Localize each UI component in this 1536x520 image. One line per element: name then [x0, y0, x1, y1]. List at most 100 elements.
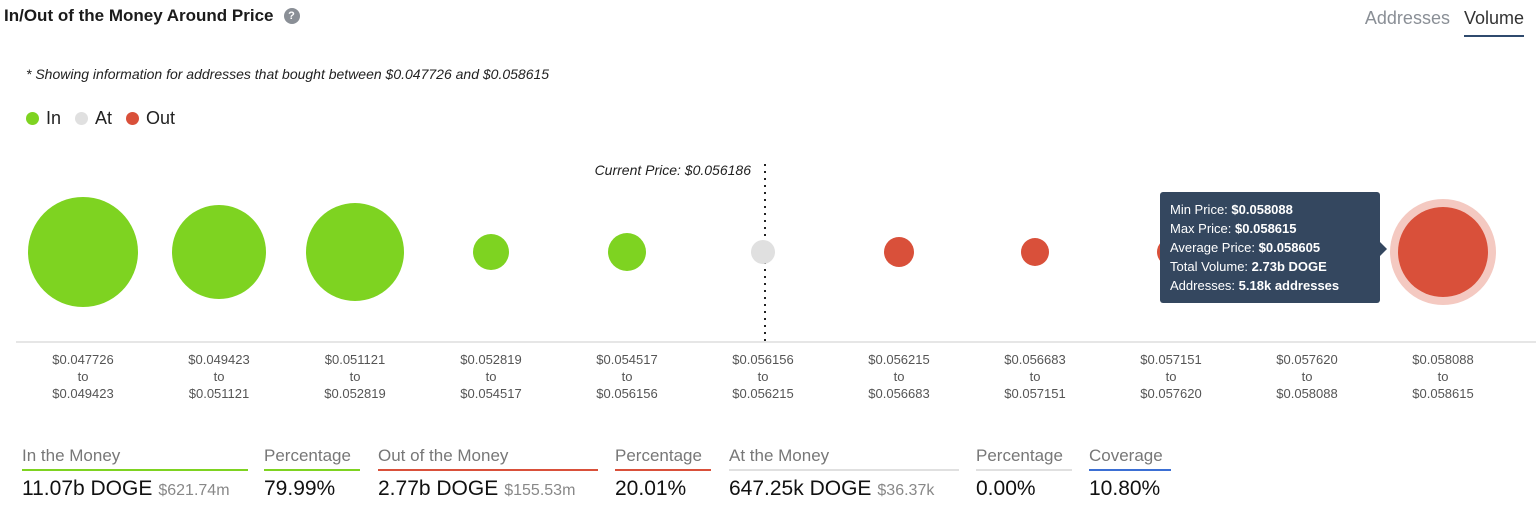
legend: In At Out: [26, 108, 175, 129]
stat-value: 2.77b DOGE $155.53m: [378, 477, 576, 500]
range-to: $0.057151: [1004, 386, 1066, 401]
range-from: $0.054517: [596, 352, 658, 367]
legend-label: Out: [146, 108, 176, 128]
range-to-word: to: [757, 369, 769, 384]
stat-value: 0.00%: [976, 477, 1036, 500]
stat-label: At the Money: [729, 446, 959, 471]
legend-in[interactable]: In: [26, 108, 61, 129]
range-from: $0.056683: [1004, 352, 1066, 367]
range-to: $0.057620: [1140, 386, 1202, 401]
bubble-in[interactable]: [172, 205, 266, 299]
stat-label: Percentage: [615, 446, 711, 471]
range-label: $0.056156 to $0.056215: [695, 351, 831, 402]
question-circle-icon[interactable]: ?: [283, 8, 300, 24]
stat-value: 647.25k DOGE $36.37k: [729, 477, 935, 500]
bubble-out[interactable]: [1021, 238, 1049, 266]
range-to: $0.056156: [596, 386, 658, 401]
range-to-word: to: [485, 369, 497, 384]
stat-label: Out of the Money: [378, 446, 598, 471]
tooltip-max: Max Price: $0.058615: [1170, 221, 1297, 236]
stat-usd: $36.37k: [877, 482, 935, 499]
range-label: $0.047726 to $0.049423: [15, 351, 151, 402]
tooltip-volume: Total Volume: 2.73b DOGE: [1170, 259, 1327, 274]
range-to-word: to: [77, 369, 89, 384]
tooltip-addresses: Addresses: 5.18k addresses: [1170, 278, 1340, 293]
range-label: $0.057620 to $0.058088: [1239, 351, 1375, 402]
tooltip-avg: Average Price: $0.058605: [1170, 240, 1321, 255]
stat-value: 11.07b DOGE $621.74m: [22, 477, 230, 500]
legend-label: At: [95, 108, 113, 128]
bubble-at[interactable]: [751, 240, 775, 264]
stat-value: 10.80%: [1089, 477, 1161, 500]
stat-usd: $155.53m: [504, 482, 576, 499]
stat-label: Percentage: [264, 446, 360, 471]
range-to-word: to: [1165, 369, 1177, 384]
stat-label: In the Money: [22, 446, 248, 471]
stat-5: Percentage 0.00%: [976, 446, 1072, 501]
range-to-word: to: [621, 369, 633, 384]
range-label: $0.052819 to $0.054517: [423, 351, 559, 402]
range-label: $0.051121 to $0.052819: [287, 351, 423, 402]
bubble-in[interactable]: [473, 234, 509, 270]
range-to-word: to: [1301, 369, 1313, 384]
range-from: $0.057151: [1140, 352, 1202, 367]
range-from: $0.057620: [1276, 352, 1338, 367]
tooltip-min: Min Price: $0.058088: [1170, 202, 1293, 217]
legend-at[interactable]: At: [75, 108, 112, 129]
range-to-word: to: [213, 369, 225, 384]
stat-2: Out of the Money 2.77b DOGE $155.53m: [378, 446, 598, 501]
range-to: $0.049423: [52, 386, 114, 401]
tab-addresses[interactable]: Addresses: [1364, 8, 1450, 28]
stat-value: 20.01%: [615, 477, 687, 500]
view-tabs: Addresses Volume: [1365, 8, 1524, 37]
page-title: In/Out of the Money Around Price?: [4, 6, 300, 26]
title-text: In/Out of the Money Around Price: [4, 6, 274, 25]
range-to: $0.056683: [868, 386, 930, 401]
range-to: $0.056215: [732, 386, 794, 401]
legend-dot-icon: [26, 112, 39, 125]
range-to: $0.052819: [324, 386, 386, 401]
legend-dot-icon: [75, 112, 89, 125]
range-label: $0.056215 to $0.056683: [831, 351, 967, 402]
range-from: $0.049423: [188, 352, 250, 367]
bubble-in[interactable]: [28, 197, 138, 307]
stat-6: Coverage 10.80%: [1089, 446, 1171, 501]
range-from: $0.047726: [52, 352, 114, 367]
bubble-in[interactable]: [608, 233, 646, 271]
legend-dot-icon: [126, 112, 140, 125]
stat-label: Coverage: [1089, 446, 1171, 471]
stat-1: Percentage 79.99%: [264, 446, 360, 501]
legend-out[interactable]: Out: [126, 108, 175, 129]
range-to-word: to: [1437, 369, 1449, 384]
current-price-label: Current Price: $0.056186: [595, 162, 752, 178]
range-to: $0.058088: [1276, 386, 1338, 401]
range-label: $0.056683 to $0.057151: [967, 351, 1103, 402]
bubble-out[interactable]: [884, 237, 914, 267]
range-from: $0.058088: [1412, 352, 1474, 367]
tooltip: Min Price: $0.058088 Max Price: $0.05861…: [1160, 192, 1387, 303]
stat-4: At the Money 647.25k DOGE $36.37k: [729, 446, 959, 501]
range-to-word: to: [349, 369, 361, 384]
legend-label: In: [46, 108, 62, 128]
bubble-out[interactable]: [1398, 207, 1488, 297]
range-to-word: to: [1029, 369, 1041, 384]
range-to: $0.058615: [1412, 386, 1474, 401]
range-from: $0.056156: [732, 352, 794, 367]
stat-value: 79.99%: [264, 477, 336, 500]
range-to-word: to: [893, 369, 905, 384]
tab-volume[interactable]: Volume: [1463, 8, 1524, 37]
range-label: $0.054517 to $0.056156: [559, 351, 695, 402]
stat-label: Percentage: [976, 446, 1072, 471]
bubble-in[interactable]: [306, 203, 404, 301]
range-label: $0.049423 to $0.051121: [151, 351, 287, 402]
range-from: $0.051121: [324, 352, 386, 367]
range-to: $0.051121: [188, 386, 250, 401]
range-from: $0.052819: [460, 352, 522, 367]
stat-0: In the Money 11.07b DOGE $621.74m: [22, 446, 248, 501]
range-label: $0.058088 to $0.058615: [1375, 351, 1511, 402]
range-from: $0.056215: [868, 352, 930, 367]
range-label: $0.057151 to $0.057620: [1103, 351, 1239, 402]
range-to: $0.054517: [460, 386, 522, 401]
range-note: * Showing information for addresses that…: [26, 66, 550, 82]
bubble-chart: Current Price: $0.056186: [16, 162, 1536, 343]
